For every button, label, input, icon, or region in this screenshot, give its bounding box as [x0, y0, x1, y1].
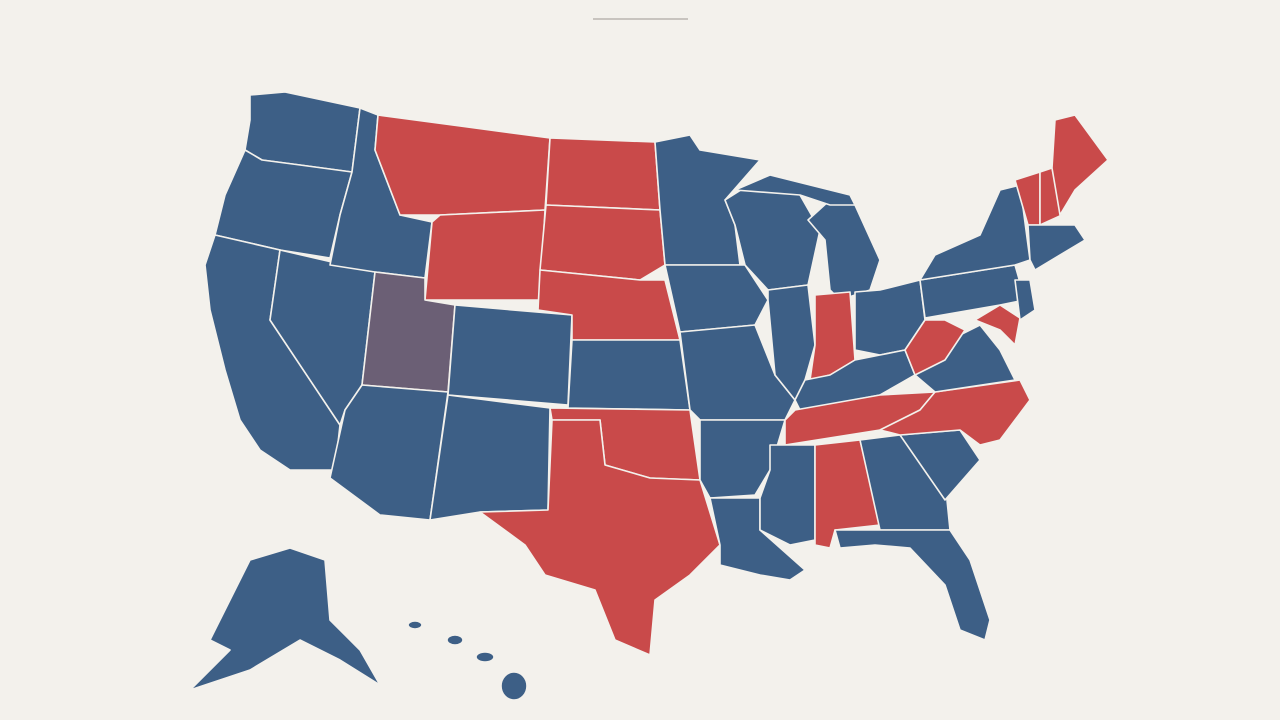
state: [1051, 114, 1109, 216]
island: [446, 634, 464, 646]
state: [859, 434, 951, 531]
state: [1039, 167, 1063, 226]
state: [919, 184, 1031, 281]
state: [567, 339, 691, 411]
state: [189, 547, 381, 691]
state: [1027, 224, 1086, 271]
state: [1014, 279, 1036, 321]
state: [429, 394, 551, 521]
state: [904, 319, 966, 376]
state: [734, 174, 856, 206]
state: [424, 209, 546, 301]
state: [479, 419, 721, 656]
state: [679, 324, 796, 421]
state: [539, 204, 666, 281]
state: [834, 529, 991, 641]
island: [407, 620, 423, 630]
state: [447, 304, 573, 406]
states: [189, 91, 1109, 701]
state: [879, 379, 1031, 446]
state: [974, 304, 1021, 346]
state: [664, 264, 769, 333]
state: [545, 137, 661, 211]
island: [500, 671, 528, 701]
island: [475, 651, 495, 663]
